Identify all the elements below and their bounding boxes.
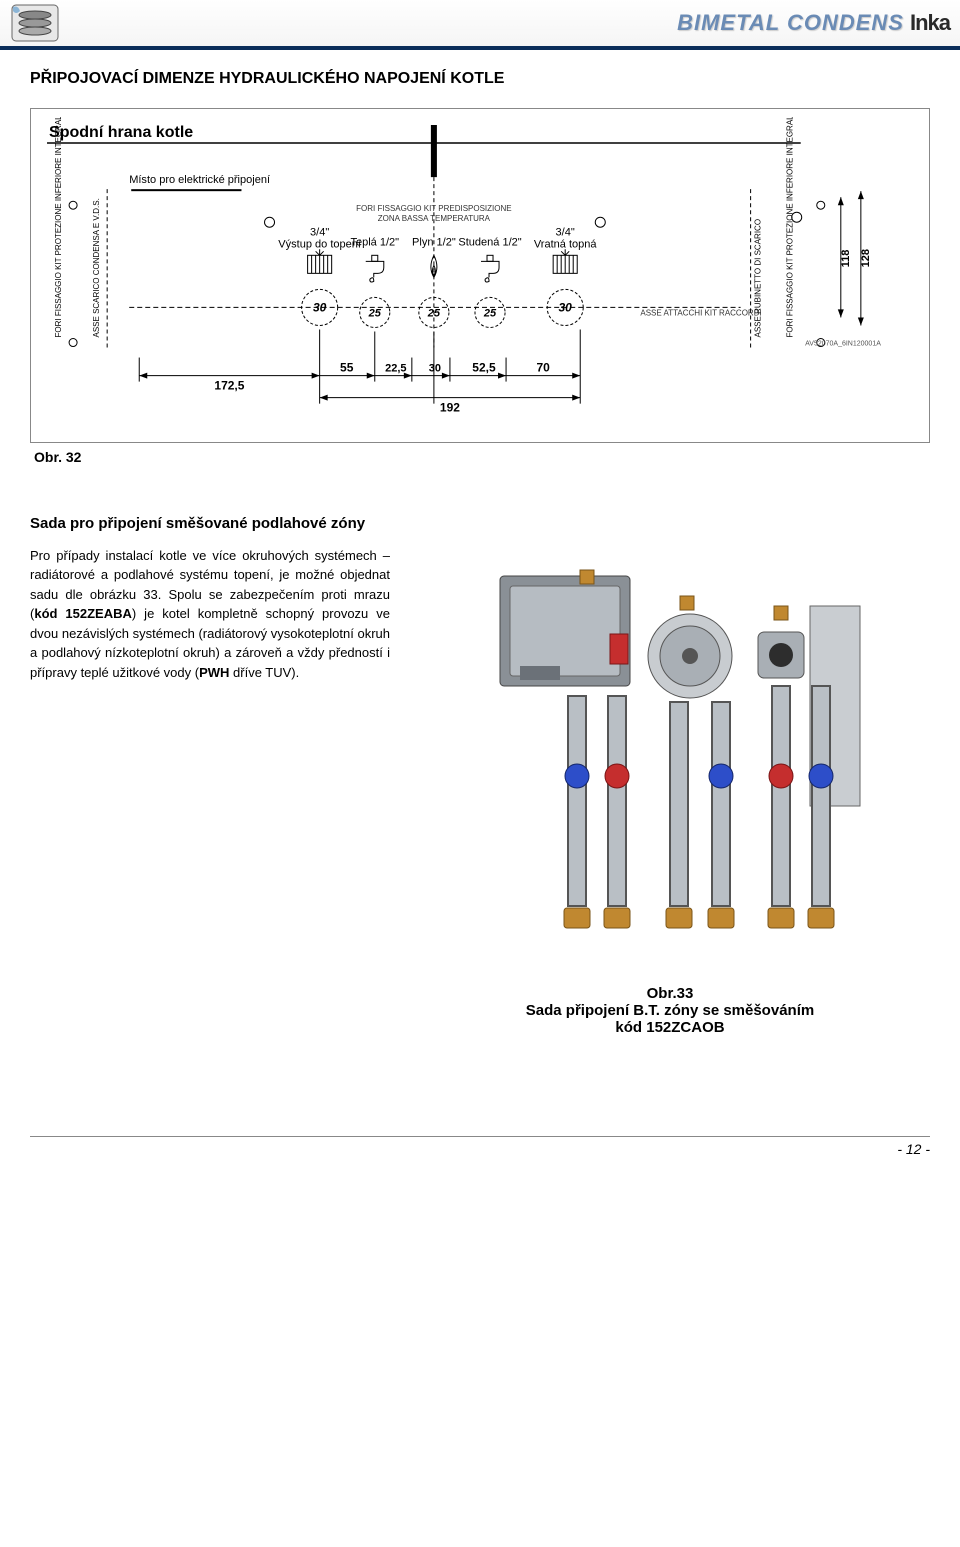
svg-text:70: 70 <box>536 361 550 375</box>
svg-text:52,5: 52,5 <box>472 361 496 375</box>
svg-text:Výstup do topení: Výstup do topení <box>278 238 361 250</box>
svg-text:25: 25 <box>483 307 497 319</box>
frame-title: Spodní hrana kotle <box>49 123 193 141</box>
fig32-label: Obr. 32 <box>34 449 930 465</box>
svg-text:Studená 1/2": Studená 1/2" <box>458 236 521 248</box>
brand-main: BIMETAL CONDENS <box>677 10 904 36</box>
svg-text:FORI FISSAGGIO KIT PROTEZIONE: FORI FISSAGGIO KIT PROTEZIONE INFERIORE … <box>786 117 795 337</box>
page-number: - 12 - <box>897 1141 930 1157</box>
svg-text:FORI FISSAGGIO KIT PROTEZIONE: FORI FISSAGGIO KIT PROTEZIONE INFERIORE … <box>54 117 63 337</box>
svg-text:22,5: 22,5 <box>385 363 406 375</box>
svg-text:3/4": 3/4" <box>310 226 329 238</box>
label-electric: Místo pro elektrické připojení <box>129 174 270 186</box>
svg-text:Plyn 1/2": Plyn 1/2" <box>412 236 456 248</box>
svg-text:ASSE RUBINETTO DI SCARICO: ASSE RUBINETTO DI SCARICO <box>754 219 763 338</box>
page-footer: - 12 - <box>30 1136 930 1157</box>
svg-text:3/4": 3/4" <box>556 226 575 238</box>
svg-text:ASSE ATTACCHI KIT RACCORDI: ASSE ATTACCHI KIT RACCORDI <box>640 308 761 317</box>
kod: kód 152ZEABA <box>34 606 132 621</box>
conn-vratna: 3/4" Vratná topná 30 <box>534 226 598 325</box>
pwh: PWH <box>199 665 229 680</box>
svg-text:55: 55 <box>340 361 354 375</box>
svg-text:ZONA BASSA TEMPERATURA: ZONA BASSA TEMPERATURA <box>378 214 491 223</box>
subsection-title: Sada pro připojení směšované podlahové z… <box>30 515 930 532</box>
fig33-code: kód 152ZCAOB <box>615 1019 724 1036</box>
section-title: PŘIPOJOVACÍ DIMENZE HYDRAULICKÉHO NAPOJE… <box>30 70 930 88</box>
svg-text:ASSE SCARICO CONDENSA E V.D.S.: ASSE SCARICO CONDENSA E V.D.S. <box>92 198 101 337</box>
svg-text:AV52070A_6IN120001A: AV52070A_6IN120001A <box>805 341 881 348</box>
p1c: dříve TUV). <box>229 665 299 680</box>
left-vert-labels: FORI FISSAGGIO KIT PROTEZIONE INFERIORE … <box>54 117 101 337</box>
svg-text:25: 25 <box>368 307 382 319</box>
svg-text:118: 118 <box>840 250 852 268</box>
diagram-frame: Spodní hrana kotle FORI FISSAGGIO KIT PR… <box>30 108 930 443</box>
fig33-title: Sada připojení B.T. zóny se směšováním <box>526 1002 814 1019</box>
logo-icon <box>10 3 60 43</box>
fig33-caption: Obr.33 Sada připojení B.T. zóny se směšo… <box>410 985 930 1036</box>
svg-text:Vratná topná: Vratná topná <box>534 238 598 250</box>
page-content: PŘIPOJOVACÍ DIMENZE HYDRAULICKÉHO NAPOJE… <box>0 50 960 1076</box>
svg-text:FORI FISSAGGIO KIT PREDISPOSIZ: FORI FISSAGGIO KIT PREDISPOSIZIONE <box>356 204 511 213</box>
figure-33: Obr.33 Sada připojení B.T. zóny se směšo… <box>410 546 930 1036</box>
svg-text:25: 25 <box>427 307 441 319</box>
conn-studena: Studená 1/2" 25 <box>458 236 521 327</box>
assembly-icon <box>460 546 880 966</box>
two-column: Pro případy instalací kotle ve více okru… <box>30 546 930 1036</box>
vdim: 118 128 <box>838 191 872 325</box>
page-header: BIMETAL CONDENS Inka <box>0 0 960 50</box>
brand: BIMETAL CONDENS Inka <box>677 10 950 36</box>
brand-sub: Inka <box>910 10 950 36</box>
paragraph-text: Pro případy instalací kotle ve více okru… <box>30 546 390 683</box>
svg-text:30: 30 <box>429 363 441 375</box>
svg-text:192: 192 <box>440 401 460 415</box>
figure-32: Spodní hrana kotle FORI FISSAGGIO KIT PR… <box>30 108 930 465</box>
hydraulic-diagram: Spodní hrana kotle FORI FISSAGGIO KIT PR… <box>39 117 921 438</box>
svg-text:172,5: 172,5 <box>214 379 244 393</box>
fig33-label: Obr.33 <box>647 985 694 1002</box>
conn-vystup: 3/4" Výstup do topení 30 <box>278 226 361 325</box>
svg-text:128: 128 <box>860 249 872 267</box>
svg-text:Teplá 1/2": Teplá 1/2" <box>350 236 399 248</box>
hdims: 172,5 55 22,5 30 52,5 <box>139 329 640 414</box>
